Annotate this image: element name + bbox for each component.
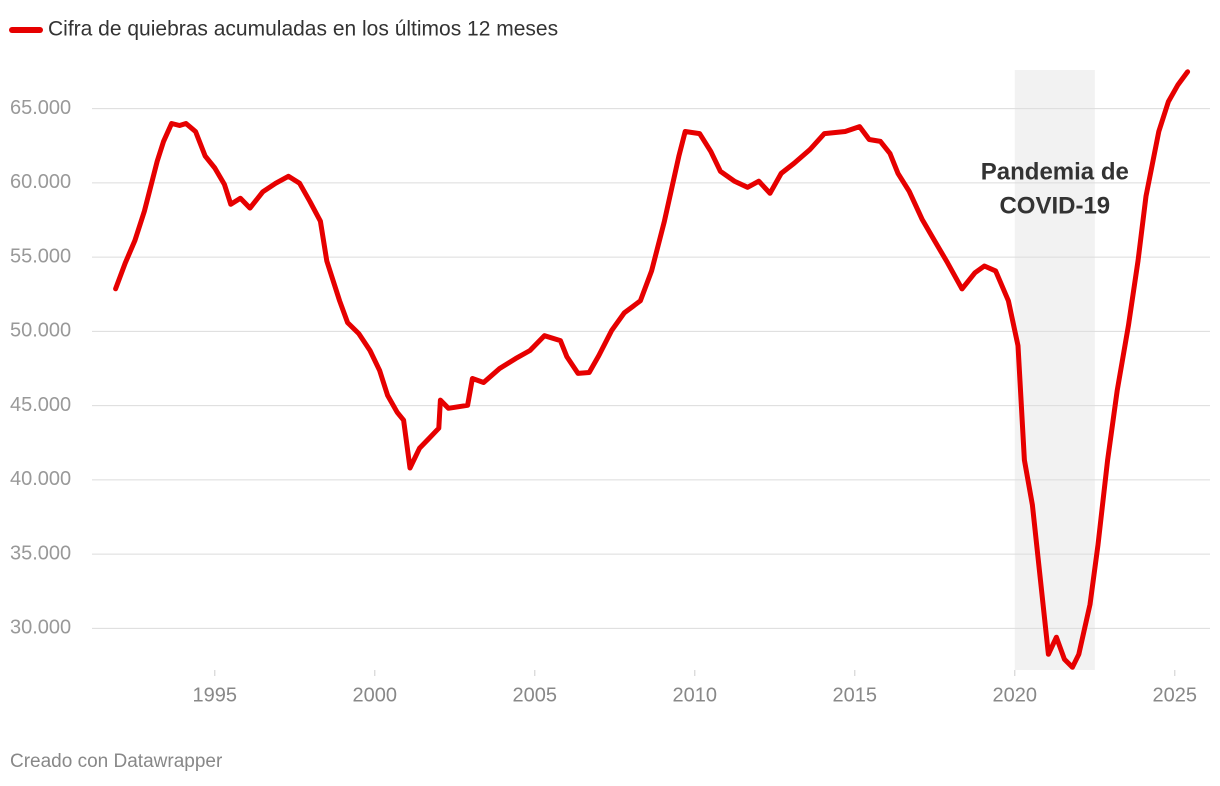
y-tick-label: 40.000 [10, 468, 71, 490]
annotation: Pandemia de [981, 158, 1129, 185]
annotation: COVID-19 [999, 192, 1110, 219]
x-tick-label: 2020 [993, 684, 1038, 706]
x-tick-label: 2000 [353, 684, 398, 706]
y-tick-label: 55.000 [10, 245, 71, 267]
y-tick-label: 50.000 [10, 320, 71, 342]
y-tick-label: 45.000 [10, 394, 71, 416]
x-tick-label: 2015 [833, 684, 878, 706]
x-tick-label: 2025 [1153, 684, 1198, 706]
source-note: Creado con Datawrapper [10, 751, 223, 772]
y-tick-label: 65.000 [10, 97, 71, 119]
y-tick-label: 35.000 [10, 542, 71, 564]
data-line [113, 69, 1191, 670]
x-tick-label: 1995 [193, 684, 238, 706]
y-tick-label: 60.000 [10, 171, 71, 193]
highlight-band [1014, 70, 1095, 670]
legend-label: Cifra de quiebras acumuladas en los últi… [48, 18, 558, 41]
y-tick-label: 30.000 [10, 617, 71, 639]
x-tick-label: 2005 [513, 684, 558, 706]
x-tick-label: 2010 [673, 684, 718, 706]
